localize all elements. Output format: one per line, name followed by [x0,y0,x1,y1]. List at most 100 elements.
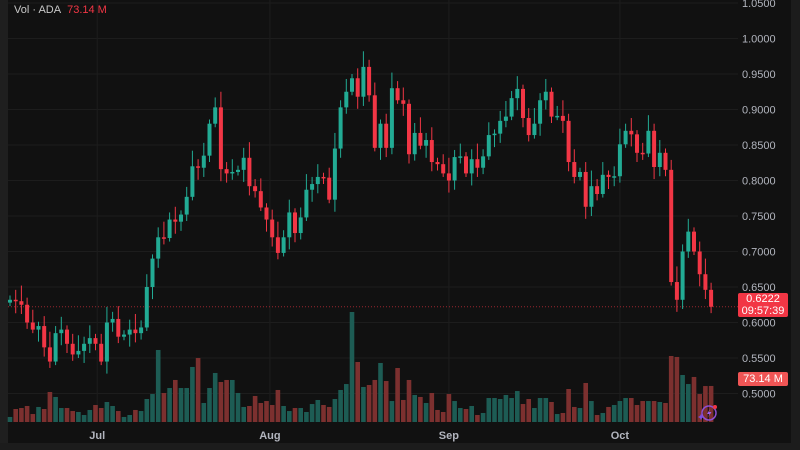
candle[interactable] [213,97,218,128]
candle[interactable] [310,176,315,202]
candle[interactable] [464,152,468,177]
candle[interactable] [42,316,47,357]
candle[interactable] [258,178,263,212]
candle[interactable] [122,330,126,341]
candle[interactable] [361,51,366,106]
candle[interactable] [640,142,645,160]
candle[interactable] [686,218,691,258]
candle[interactable] [47,331,52,368]
candle[interactable] [201,142,206,177]
candle[interactable] [532,108,537,139]
candle[interactable] [486,122,491,160]
candle[interactable] [595,179,600,201]
candle[interactable] [350,74,354,96]
candle[interactable] [680,244,685,310]
candle[interactable] [150,254,155,300]
candle[interactable] [469,149,474,186]
candle[interactable] [281,230,286,257]
candle[interactable] [572,149,577,184]
candle[interactable] [53,326,58,366]
candle[interactable] [503,100,508,128]
candle[interactable] [646,115,651,158]
candle[interactable] [407,99,411,164]
candle[interactable] [76,335,81,358]
candle[interactable] [674,266,679,312]
candle[interactable] [139,320,144,340]
candle[interactable] [378,119,383,160]
candle[interactable] [298,207,303,240]
candle[interactable] [190,150,195,201]
candle[interactable] [127,319,132,347]
candle[interactable] [498,110,503,143]
candle[interactable] [635,130,639,163]
candle[interactable] [133,313,138,343]
candle[interactable] [629,118,634,147]
candle[interactable] [247,142,252,196]
candle[interactable] [241,147,246,182]
candle[interactable] [93,333,98,351]
candle[interactable] [384,113,389,158]
price-axis[interactable]: 1.0500 1.0000 0.9500 0.9000 0.8500 0.8000 0.75… [742,0,776,401]
candle[interactable] [623,123,628,148]
candle[interactable] [82,336,87,363]
candle[interactable] [87,325,92,354]
candle[interactable] [173,206,178,234]
candle[interactable] [167,212,172,242]
candle[interactable] [583,162,588,219]
candle[interactable] [287,199,292,250]
candle[interactable] [25,297,30,329]
candle[interactable] [65,325,69,354]
candle[interactable] [578,167,582,181]
candle[interactable] [429,127,434,172]
candle[interactable] [372,82,377,152]
candle[interactable] [8,295,12,307]
candle[interactable] [236,165,240,176]
candle[interactable] [253,179,258,198]
candle[interactable] [709,282,714,314]
candle[interactable] [367,59,372,102]
candle[interactable] [327,167,332,204]
candle[interactable] [549,87,554,123]
candle[interactable] [332,132,337,212]
candle[interactable] [435,157,440,171]
candle[interactable] [395,81,400,104]
candle[interactable] [560,100,565,133]
candle[interactable] [275,221,280,260]
candle[interactable] [446,157,451,193]
candle[interactable] [355,68,360,109]
candle[interactable] [264,203,269,232]
candle[interactable] [703,258,708,300]
candle[interactable] [600,162,605,198]
candle[interactable] [184,186,189,221]
candle[interactable] [19,285,24,314]
time-axis[interactable]: Jul Aug Sep Oct [89,430,629,442]
candle[interactable] [207,119,212,163]
candle[interactable] [692,227,696,256]
candle[interactable] [543,78,548,110]
assistant-logo-icon[interactable] [698,405,717,421]
candle[interactable] [492,129,497,148]
candle[interactable] [315,164,320,194]
candle[interactable] [697,241,702,287]
candle[interactable] [606,170,611,190]
candle[interactable] [196,159,201,180]
candle[interactable] [144,274,149,332]
candle[interactable] [104,306,109,374]
candle[interactable] [161,221,166,245]
candle[interactable] [424,132,429,158]
candle[interactable] [156,227,161,268]
candle[interactable] [36,321,41,342]
candle[interactable] [179,210,183,231]
candle[interactable] [218,91,223,182]
candle[interactable] [657,140,662,177]
candle[interactable] [566,113,571,172]
candle[interactable] [59,316,64,346]
candle[interactable] [538,93,543,136]
candle[interactable] [389,72,394,155]
candle[interactable] [617,128,622,183]
candle[interactable] [418,117,423,150]
candle[interactable] [669,159,674,286]
candle[interactable] [13,289,18,314]
candle[interactable] [224,162,229,183]
candle[interactable] [555,105,560,121]
